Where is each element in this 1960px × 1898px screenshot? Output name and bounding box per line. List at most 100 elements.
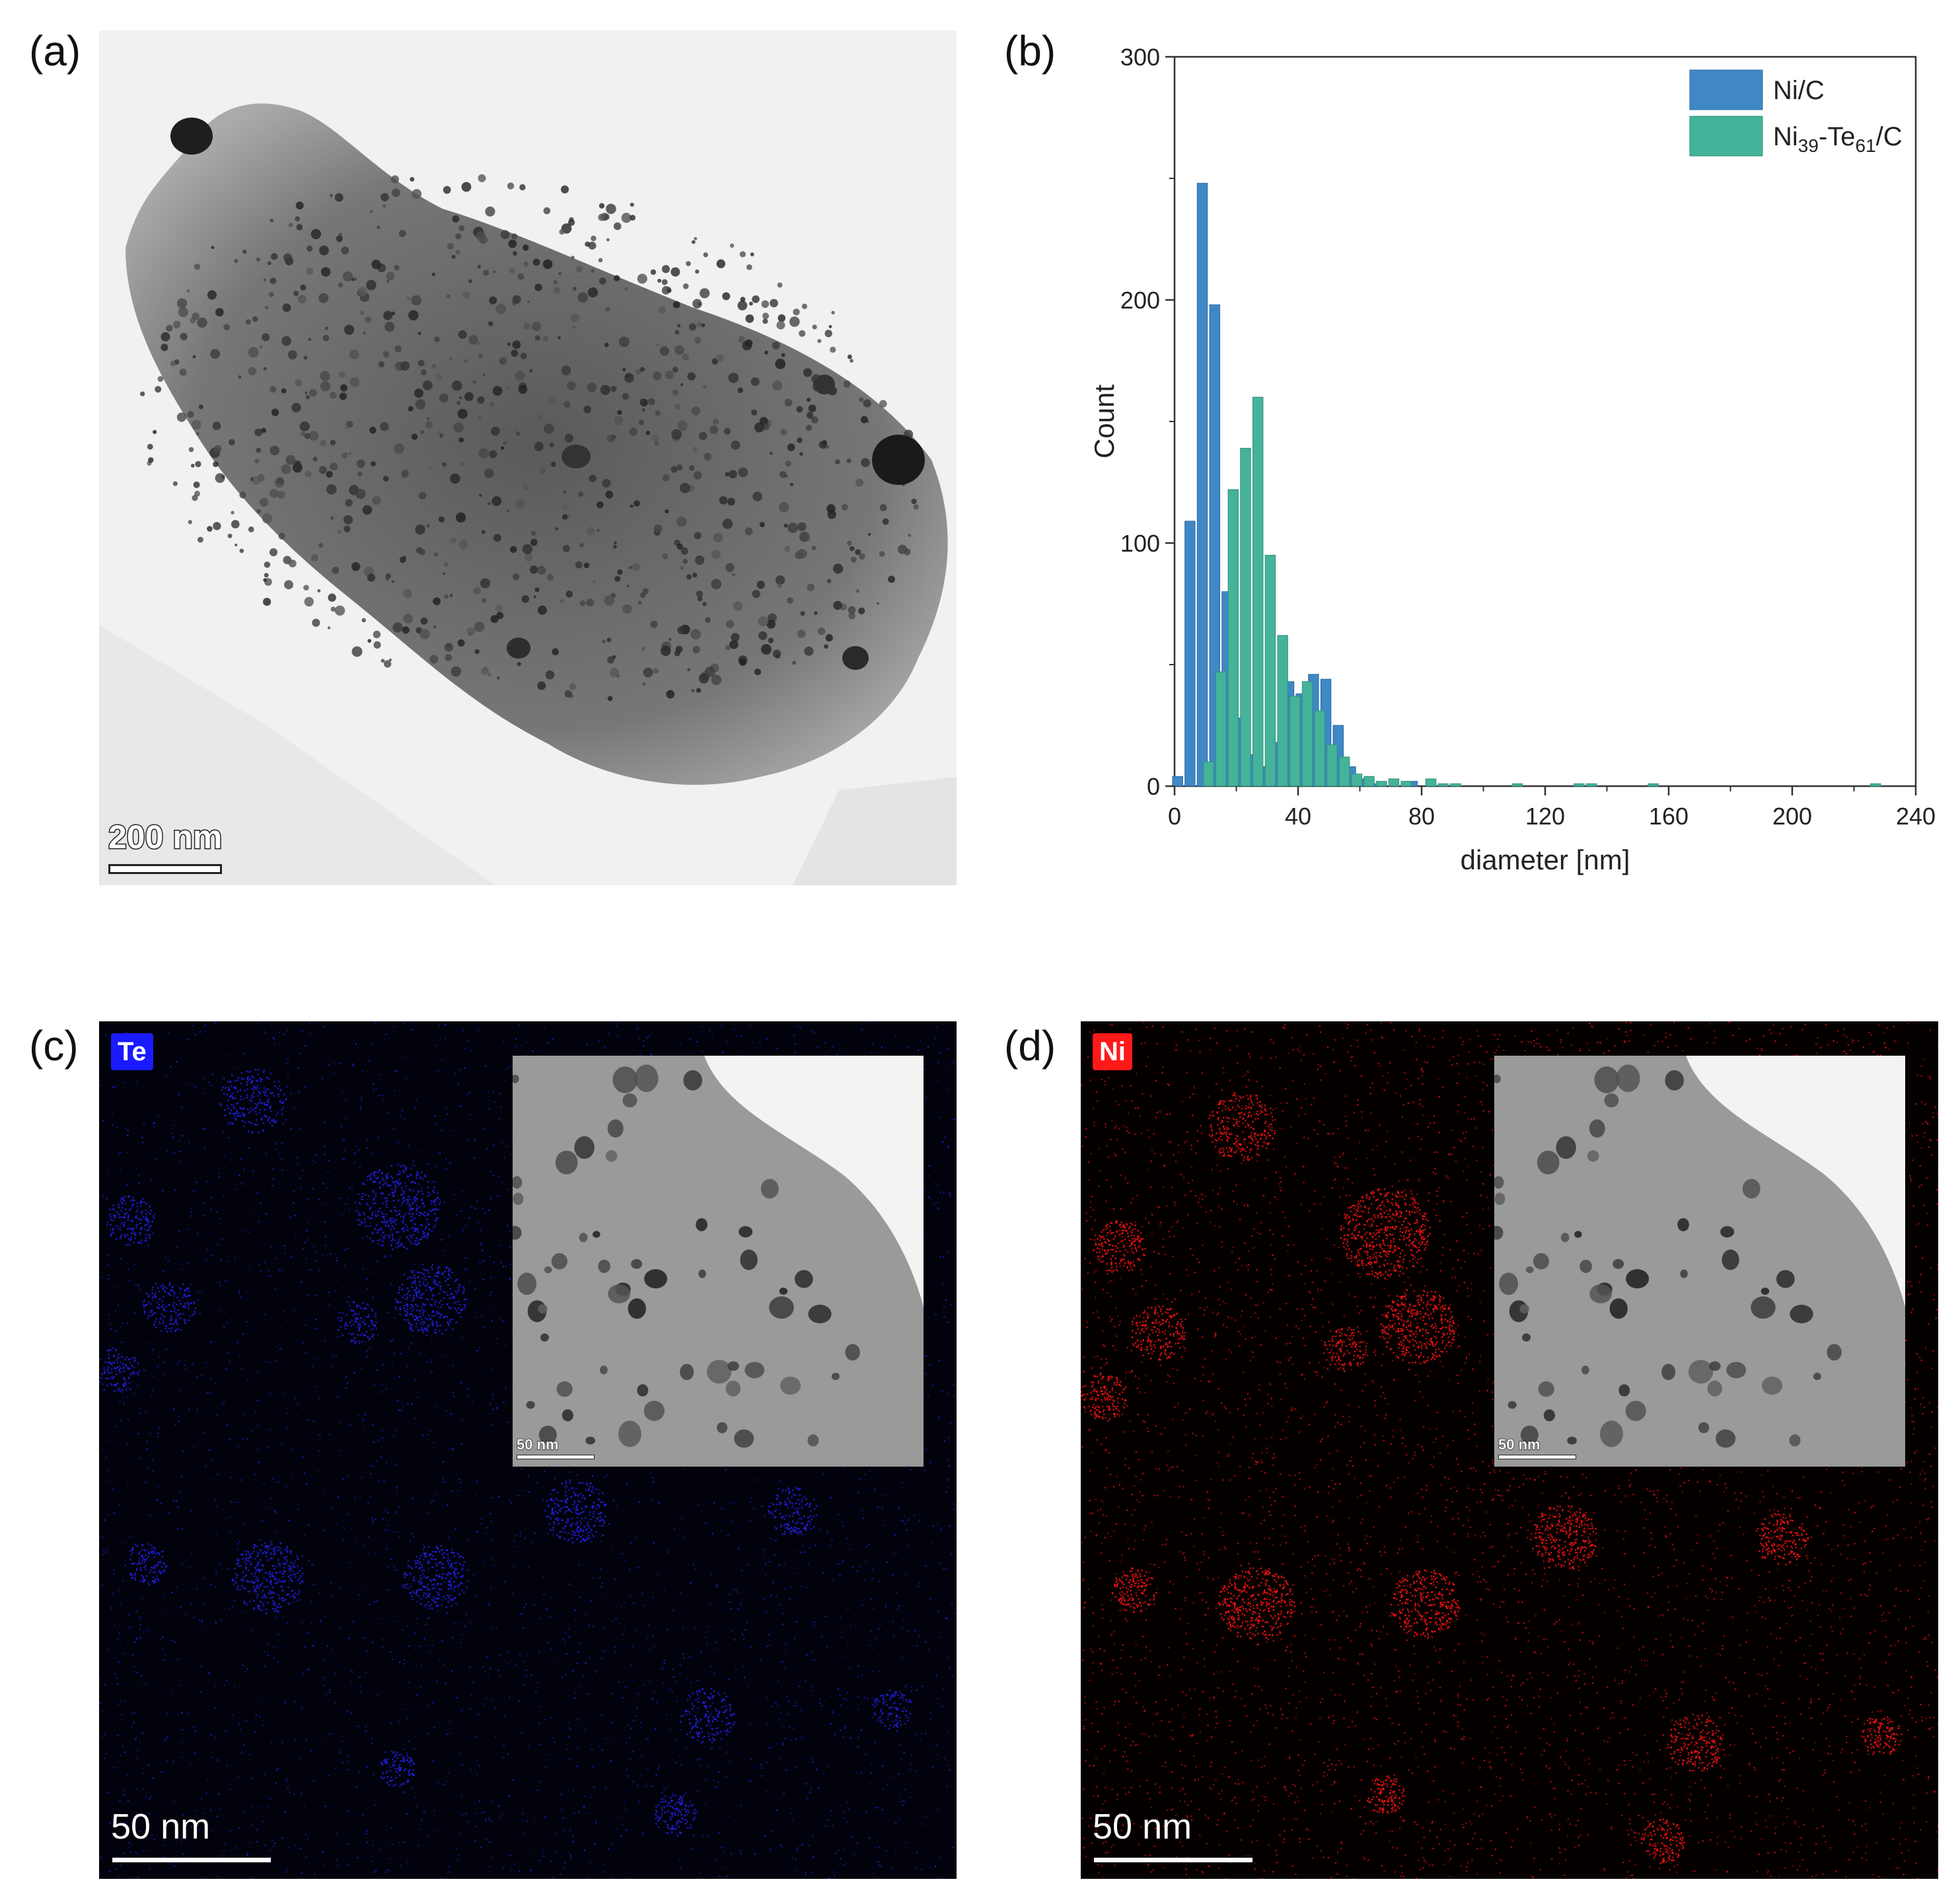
edx-count <box>122 1216 124 1219</box>
edx-count <box>550 1716 553 1718</box>
nanoparticle <box>301 431 306 436</box>
edx-count <box>664 1589 666 1591</box>
edx-count <box>251 1132 253 1134</box>
edx-count <box>515 1535 517 1537</box>
edx-count <box>328 1303 330 1305</box>
edx-count <box>390 1827 392 1829</box>
nanoparticle <box>372 495 381 505</box>
edx-count <box>113 1767 116 1769</box>
edx-count <box>421 1224 423 1227</box>
edx-count <box>806 1798 809 1800</box>
edx-count <box>379 1207 381 1210</box>
nanoparticle <box>799 531 810 542</box>
edx-count <box>576 1747 579 1749</box>
edx-count <box>355 1541 357 1543</box>
nanoparticle <box>341 246 349 255</box>
nanoparticle <box>510 546 517 553</box>
edx-count <box>439 1659 441 1661</box>
edx-count <box>434 1220 437 1222</box>
nanoparticle <box>775 358 786 369</box>
nanoparticle <box>702 384 707 389</box>
edx-count <box>744 1628 746 1631</box>
edx-count <box>519 1532 521 1534</box>
edx-count <box>200 1031 201 1033</box>
edx-count <box>365 1730 367 1732</box>
edx-count <box>437 1782 439 1784</box>
edx-count <box>437 1217 439 1220</box>
edx-count <box>385 1200 387 1203</box>
edx-count <box>306 1239 309 1241</box>
edx-count <box>811 1650 813 1652</box>
edx-count <box>153 1325 155 1327</box>
edx-count <box>564 1632 567 1634</box>
nanoparticle <box>415 524 425 535</box>
edx-count <box>419 1645 421 1647</box>
edx-count <box>462 1307 464 1309</box>
edx-count <box>484 1671 486 1673</box>
edx-count <box>468 1666 470 1668</box>
edx-count <box>498 1245 500 1247</box>
edx-count <box>214 1022 216 1025</box>
edx-count <box>114 1330 116 1332</box>
edx-count <box>293 1190 295 1192</box>
edx-count <box>669 1729 671 1731</box>
edx-count <box>347 1755 349 1757</box>
edx-count <box>290 1128 292 1130</box>
edx-count <box>191 1510 193 1512</box>
nanoparticle <box>382 310 393 320</box>
nanoparticle <box>817 339 822 344</box>
edx-count <box>383 1237 385 1239</box>
edx-count <box>338 1320 341 1323</box>
edx-count <box>436 1192 439 1194</box>
edx-count <box>117 1660 119 1662</box>
edx-count <box>848 1808 850 1810</box>
edx-count <box>823 1054 826 1056</box>
edx-count <box>323 1863 326 1865</box>
edx-count <box>170 1066 172 1068</box>
edx-count <box>112 1087 114 1089</box>
edx-count <box>264 1262 266 1264</box>
edx-count <box>227 1089 229 1091</box>
edx-count <box>842 1847 844 1849</box>
edx-count <box>152 1215 155 1217</box>
nanoparticle <box>744 527 753 536</box>
edx-count <box>373 1871 375 1873</box>
edx-count <box>203 1215 205 1217</box>
edx-count <box>620 1606 622 1609</box>
edx-count <box>402 1227 405 1229</box>
nanoparticle <box>846 540 852 546</box>
edx-count <box>410 1216 413 1218</box>
edx-count <box>939 1857 941 1859</box>
edx-count <box>358 1771 360 1773</box>
edx-count <box>371 1231 374 1233</box>
edx-count <box>776 1809 778 1811</box>
edx-count <box>176 1500 178 1502</box>
edx-count <box>561 1809 563 1811</box>
edx-count <box>464 1067 466 1070</box>
edx-count <box>412 1190 414 1192</box>
edx-count <box>615 1052 617 1054</box>
edx-count <box>182 1135 184 1137</box>
edx-count <box>363 1222 366 1223</box>
edx-count <box>795 1858 797 1861</box>
edx-count <box>425 1290 427 1292</box>
edx-count <box>184 1368 186 1370</box>
edx-count <box>319 1434 321 1436</box>
edx-count <box>239 1115 242 1117</box>
edx-count <box>255 1330 257 1332</box>
edx-count <box>705 1778 707 1780</box>
edx-count <box>425 1237 427 1239</box>
edx-count <box>534 1532 536 1535</box>
edx-count <box>474 1316 476 1319</box>
edx-count <box>591 1748 593 1750</box>
edx-count <box>327 1171 329 1173</box>
edx-count <box>408 1346 410 1348</box>
edx-count <box>203 1148 206 1150</box>
edx-count <box>324 1677 326 1679</box>
edx-count <box>246 1852 248 1854</box>
nanoparticle <box>518 384 528 394</box>
edx-count <box>180 1475 183 1478</box>
edx-count <box>275 1148 277 1151</box>
edx-count <box>414 1223 416 1225</box>
edx-count <box>839 1617 841 1619</box>
